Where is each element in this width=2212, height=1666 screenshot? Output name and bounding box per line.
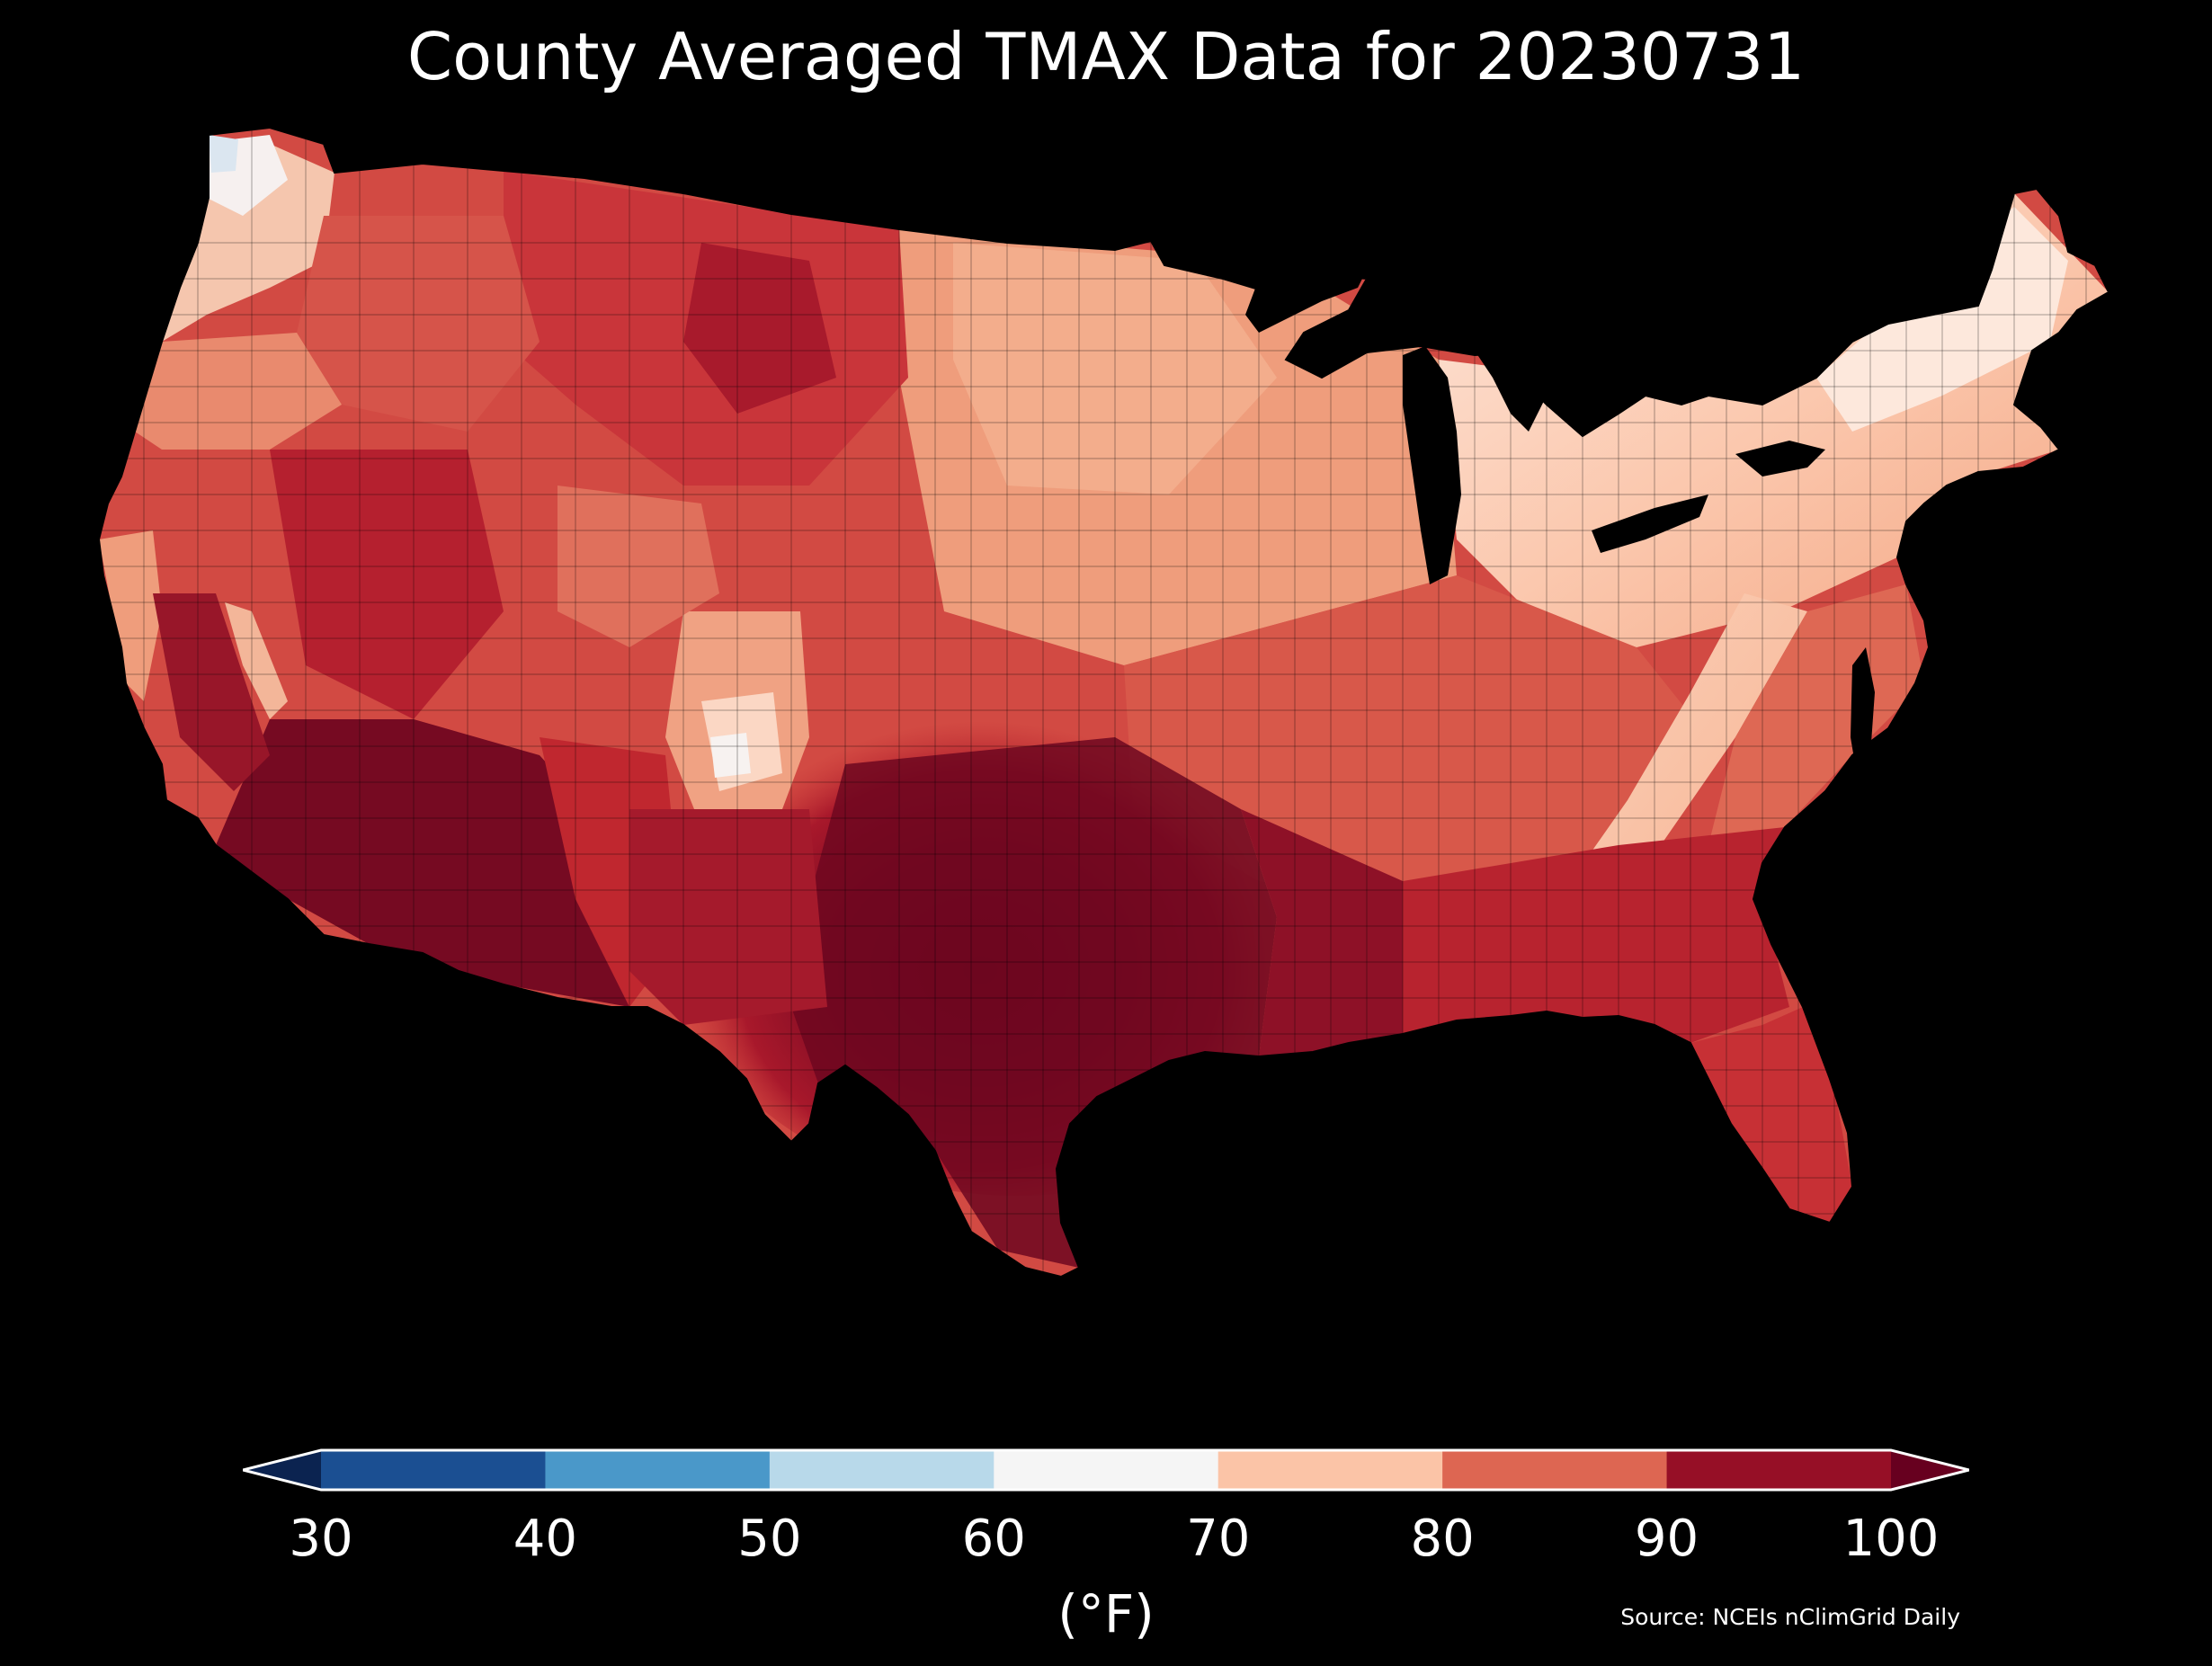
colorbar-tick-label: 80 [1410,1510,1475,1568]
colorbar [243,1448,1969,1492]
colorbar-bin-90-100 [1666,1450,1892,1490]
colorbar-over-arrow [1891,1450,1969,1490]
colorbar-bin-30-40 [321,1450,546,1490]
colorbar-tick-label: 70 [1186,1510,1251,1568]
colorbar-bin-40-50 [545,1450,771,1490]
choropleth-map [0,108,2212,1385]
colorbar-tick-label: 40 [513,1510,578,1568]
colorbar-units-label: (°F) [1057,1583,1155,1644]
source-credit: Source: NCEIs nClimGrid Daily [1620,1604,1960,1630]
colorbar-tick-label: 100 [1842,1510,1940,1568]
colorbar-bin-80-90 [1442,1450,1668,1490]
colorbar-bin-50-60 [769,1450,995,1490]
colorbar-tick-label: 30 [289,1510,353,1568]
colorbar-bin-70-80 [1217,1450,1443,1490]
colorbar-tick-label: 60 [961,1510,1026,1568]
colorbar-bin-60-70 [994,1450,1219,1490]
colorbar-under-arrow [243,1450,321,1490]
map-title: County Averaged TMAX Data for 20230731 [406,19,1806,94]
colorbar-tick-label: 50 [737,1510,802,1568]
colorbar-tick-label: 90 [1634,1510,1699,1568]
